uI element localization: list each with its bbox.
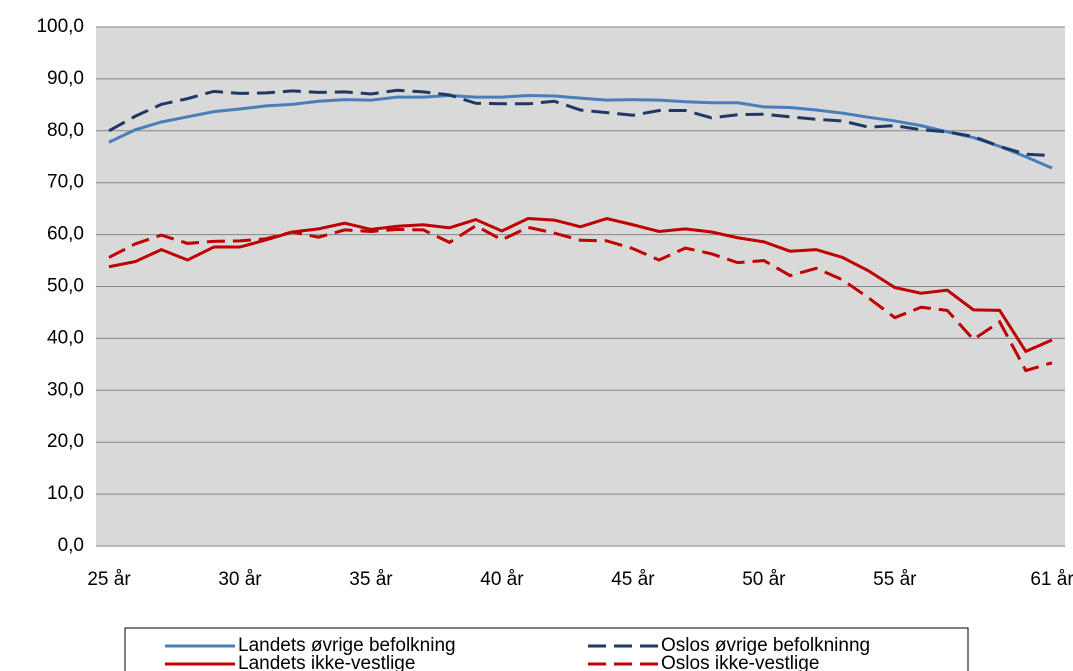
line-series [108, 224, 1053, 373]
legend-label: Landets ikke-vestlige [238, 653, 415, 671]
x-tick-label: 40 år [480, 569, 524, 590]
y-tick-label: 80,0 [47, 120, 84, 141]
y-tick-label: 60,0 [47, 224, 84, 245]
y-tick-label: 20,0 [47, 431, 84, 452]
y-tick-label: 0,0 [58, 535, 84, 556]
x-tick-label: 50 år [742, 569, 786, 590]
legend-label: Landets øvrige befolkning [238, 635, 456, 656]
legend-label: Oslos ikke-vestlige [661, 653, 819, 671]
y-tick-label: 50,0 [47, 276, 84, 297]
y-tick-label: 30,0 [47, 379, 84, 400]
legend-label: Oslos øvrige befolkninng [661, 635, 870, 656]
x-tick-label: 61 år [1030, 569, 1073, 590]
y-tick-label: 70,0 [47, 172, 84, 193]
x-tick-label: 30 år [218, 569, 262, 590]
x-tick-label: 25 år [87, 569, 131, 590]
y-tick-label: 40,0 [47, 327, 84, 348]
line-series [108, 88, 1053, 158]
x-tick-label: 55 år [873, 569, 917, 590]
x-tick-label: 35 år [349, 569, 393, 590]
x-tick-label: 45 år [611, 569, 655, 590]
legend-box [124, 627, 969, 671]
line-series [108, 94, 1053, 170]
y-tick-label: 10,0 [47, 483, 84, 504]
y-tick-label: 100,0 [36, 16, 84, 37]
y-tick-label: 90,0 [47, 68, 84, 89]
